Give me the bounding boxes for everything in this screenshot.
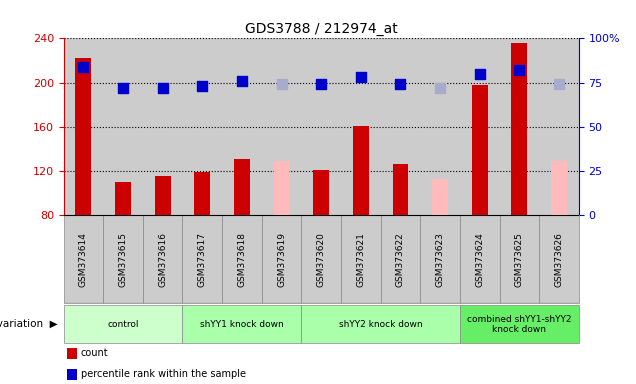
Text: GSM373623: GSM373623	[436, 232, 445, 286]
Bar	[222, 38, 262, 215]
Bar	[183, 215, 222, 303]
Bar	[262, 38, 301, 215]
Bar	[392, 164, 408, 215]
Bar	[64, 215, 103, 303]
Bar	[353, 126, 369, 215]
Bar	[341, 215, 380, 303]
Bar	[301, 215, 341, 303]
Bar	[511, 43, 527, 215]
Text: GSM373620: GSM373620	[317, 232, 326, 286]
Text: control: control	[107, 320, 139, 329]
Bar	[301, 38, 341, 215]
Bar	[64, 38, 103, 215]
Point	[515, 67, 525, 73]
Text: GSM373618: GSM373618	[237, 232, 246, 287]
Text: GSM373619: GSM373619	[277, 232, 286, 287]
Text: percentile rank within the sample: percentile rank within the sample	[81, 369, 245, 379]
Point	[277, 81, 287, 88]
Bar	[551, 161, 567, 215]
Bar	[64, 306, 183, 343]
Text: GSM373626: GSM373626	[555, 232, 563, 286]
Point	[237, 78, 247, 84]
Title: GDS3788 / 212974_at: GDS3788 / 212974_at	[245, 22, 398, 36]
Text: GSM373617: GSM373617	[198, 232, 207, 287]
Bar	[460, 306, 579, 343]
Point	[197, 83, 207, 89]
Bar	[222, 215, 262, 303]
Point	[396, 81, 406, 88]
Text: GSM373621: GSM373621	[356, 232, 365, 286]
Bar	[273, 161, 289, 215]
Bar	[341, 38, 380, 215]
Text: shYY2 knock down: shYY2 knock down	[339, 320, 422, 329]
Bar	[103, 38, 143, 215]
Bar	[195, 172, 211, 215]
Bar	[380, 215, 420, 303]
Point	[78, 64, 88, 70]
Bar	[301, 306, 460, 343]
Point	[158, 85, 168, 91]
Bar	[460, 215, 499, 303]
Bar	[115, 182, 131, 215]
Bar	[420, 38, 460, 215]
Bar	[380, 38, 420, 215]
Bar	[499, 38, 539, 215]
Point	[435, 85, 445, 91]
Bar	[499, 215, 539, 303]
Bar	[539, 38, 579, 215]
Text: GSM373624: GSM373624	[475, 232, 484, 286]
Text: GSM373616: GSM373616	[158, 232, 167, 287]
Text: genotype/variation  ▶: genotype/variation ▶	[0, 319, 57, 329]
Bar	[472, 85, 488, 215]
Text: GSM373622: GSM373622	[396, 232, 405, 286]
Bar	[262, 215, 301, 303]
Bar	[314, 170, 329, 215]
Bar	[155, 176, 170, 215]
Point	[554, 81, 564, 88]
Bar	[539, 215, 579, 303]
Bar	[183, 38, 222, 215]
Text: GSM373615: GSM373615	[118, 232, 128, 287]
Bar	[234, 159, 250, 215]
Bar	[143, 215, 183, 303]
Bar	[420, 215, 460, 303]
Text: GSM373625: GSM373625	[515, 232, 524, 286]
Point	[356, 74, 366, 80]
Text: GSM373614: GSM373614	[79, 232, 88, 286]
Bar	[460, 38, 499, 215]
Point	[118, 85, 128, 91]
Point	[316, 81, 326, 88]
Point	[474, 71, 485, 77]
Text: combined shYY1-shYY2
knock down: combined shYY1-shYY2 knock down	[467, 315, 572, 334]
Bar	[103, 215, 143, 303]
Bar	[143, 38, 183, 215]
Bar	[183, 306, 301, 343]
Bar	[432, 179, 448, 215]
Bar	[76, 58, 92, 215]
Text: shYY1 knock down: shYY1 knock down	[200, 320, 284, 329]
Text: count: count	[81, 348, 108, 358]
